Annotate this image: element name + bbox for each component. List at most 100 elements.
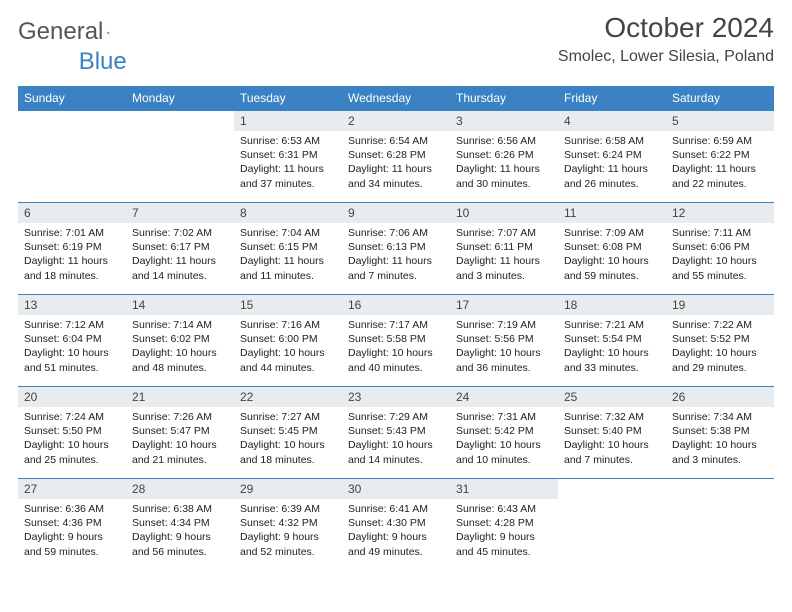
daylight-text: Daylight: 9 hours and 49 minutes. bbox=[348, 530, 444, 558]
sunrise-text: Sunrise: 7:02 AM bbox=[132, 226, 228, 240]
calendar-cell: 27Sunrise: 6:36 AMSunset: 4:36 PMDayligh… bbox=[18, 479, 126, 571]
daylight-text: Daylight: 10 hours and 3 minutes. bbox=[672, 438, 768, 466]
calendar-cell: 28Sunrise: 6:38 AMSunset: 4:34 PMDayligh… bbox=[126, 479, 234, 571]
sunrise-text: Sunrise: 7:11 AM bbox=[672, 226, 768, 240]
daylight-text: Daylight: 11 hours and 34 minutes. bbox=[348, 162, 444, 190]
daylight-text: Daylight: 9 hours and 52 minutes. bbox=[240, 530, 336, 558]
calendar-cell: 26Sunrise: 7:34 AMSunset: 5:38 PMDayligh… bbox=[666, 387, 774, 479]
day-number: 4 bbox=[558, 111, 666, 131]
brand-text-blue: Blue bbox=[79, 48, 127, 76]
sunrise-text: Sunrise: 6:53 AM bbox=[240, 134, 336, 148]
daylight-text: Daylight: 11 hours and 37 minutes. bbox=[240, 162, 336, 190]
daylight-text: Daylight: 11 hours and 3 minutes. bbox=[456, 254, 552, 282]
calendar-page: General October 2024 Smolec, Lower Siles… bbox=[0, 0, 792, 583]
day-number: 9 bbox=[342, 203, 450, 223]
sunrise-text: Sunrise: 7:31 AM bbox=[456, 410, 552, 424]
day-content: Sunrise: 7:16 AMSunset: 6:00 PMDaylight:… bbox=[234, 315, 342, 379]
day-content: Sunrise: 7:24 AMSunset: 5:50 PMDaylight:… bbox=[18, 407, 126, 471]
day-number: 6 bbox=[18, 203, 126, 223]
day-content: Sunrise: 6:58 AMSunset: 6:24 PMDaylight:… bbox=[558, 131, 666, 195]
sunrise-text: Sunrise: 7:29 AM bbox=[348, 410, 444, 424]
day-number: 13 bbox=[18, 295, 126, 315]
daylight-text: Daylight: 11 hours and 30 minutes. bbox=[456, 162, 552, 190]
sunrise-text: Sunrise: 7:04 AM bbox=[240, 226, 336, 240]
sunrise-text: Sunrise: 7:14 AM bbox=[132, 318, 228, 332]
calendar-table: Sunday Monday Tuesday Wednesday Thursday… bbox=[18, 86, 774, 571]
day-content: Sunrise: 7:22 AMSunset: 5:52 PMDaylight:… bbox=[666, 315, 774, 379]
day-content: Sunrise: 7:31 AMSunset: 5:42 PMDaylight:… bbox=[450, 407, 558, 471]
calendar-cell: 7Sunrise: 7:02 AMSunset: 6:17 PMDaylight… bbox=[126, 203, 234, 295]
daylight-text: Daylight: 10 hours and 36 minutes. bbox=[456, 346, 552, 374]
day-number: 15 bbox=[234, 295, 342, 315]
day-number: 12 bbox=[666, 203, 774, 223]
sunset-text: Sunset: 6:24 PM bbox=[564, 148, 660, 162]
day-number: 31 bbox=[450, 479, 558, 499]
day-number: 25 bbox=[558, 387, 666, 407]
sunset-text: Sunset: 6:00 PM bbox=[240, 332, 336, 346]
sunrise-text: Sunrise: 7:01 AM bbox=[24, 226, 120, 240]
day-number: 5 bbox=[666, 111, 774, 131]
sunrise-text: Sunrise: 7:24 AM bbox=[24, 410, 120, 424]
day-content: Sunrise: 6:38 AMSunset: 4:34 PMDaylight:… bbox=[126, 499, 234, 563]
calendar-cell: 19Sunrise: 7:22 AMSunset: 5:52 PMDayligh… bbox=[666, 295, 774, 387]
dayname-monday: Monday bbox=[126, 86, 234, 111]
sunrise-text: Sunrise: 6:43 AM bbox=[456, 502, 552, 516]
sunset-text: Sunset: 6:19 PM bbox=[24, 240, 120, 254]
calendar-cell: 16Sunrise: 7:17 AMSunset: 5:58 PMDayligh… bbox=[342, 295, 450, 387]
daylight-text: Daylight: 9 hours and 56 minutes. bbox=[132, 530, 228, 558]
daylight-text: Daylight: 10 hours and 29 minutes. bbox=[672, 346, 768, 374]
day-number: 11 bbox=[558, 203, 666, 223]
day-number: 27 bbox=[18, 479, 126, 499]
calendar-cell: 1Sunrise: 6:53 AMSunset: 6:31 PMDaylight… bbox=[234, 111, 342, 203]
sunrise-text: Sunrise: 6:41 AM bbox=[348, 502, 444, 516]
sunset-text: Sunset: 6:28 PM bbox=[348, 148, 444, 162]
day-content: Sunrise: 7:14 AMSunset: 6:02 PMDaylight:… bbox=[126, 315, 234, 379]
daylight-text: Daylight: 10 hours and 51 minutes. bbox=[24, 346, 120, 374]
day-content: Sunrise: 7:01 AMSunset: 6:19 PMDaylight:… bbox=[18, 223, 126, 287]
calendar-cell: 29Sunrise: 6:39 AMSunset: 4:32 PMDayligh… bbox=[234, 479, 342, 571]
sunrise-text: Sunrise: 7:07 AM bbox=[456, 226, 552, 240]
dayname-tuesday: Tuesday bbox=[234, 86, 342, 111]
calendar-cell bbox=[666, 479, 774, 571]
day-content: Sunrise: 6:54 AMSunset: 6:28 PMDaylight:… bbox=[342, 131, 450, 195]
calendar-cell: 24Sunrise: 7:31 AMSunset: 5:42 PMDayligh… bbox=[450, 387, 558, 479]
day-number: 20 bbox=[18, 387, 126, 407]
sunrise-text: Sunrise: 7:32 AM bbox=[564, 410, 660, 424]
calendar-week-row: 27Sunrise: 6:36 AMSunset: 4:36 PMDayligh… bbox=[18, 479, 774, 571]
sunset-text: Sunset: 5:50 PM bbox=[24, 424, 120, 438]
sunset-text: Sunset: 6:08 PM bbox=[564, 240, 660, 254]
sunset-text: Sunset: 6:22 PM bbox=[672, 148, 768, 162]
calendar-week-row: 1Sunrise: 6:53 AMSunset: 6:31 PMDaylight… bbox=[18, 111, 774, 203]
sunrise-text: Sunrise: 6:39 AM bbox=[240, 502, 336, 516]
daylight-text: Daylight: 10 hours and 21 minutes. bbox=[132, 438, 228, 466]
daylight-text: Daylight: 10 hours and 40 minutes. bbox=[348, 346, 444, 374]
calendar-cell bbox=[126, 111, 234, 203]
calendar-week-row: 20Sunrise: 7:24 AMSunset: 5:50 PMDayligh… bbox=[18, 387, 774, 479]
day-content: Sunrise: 6:53 AMSunset: 6:31 PMDaylight:… bbox=[234, 131, 342, 195]
day-number: 18 bbox=[558, 295, 666, 315]
day-content: Sunrise: 7:34 AMSunset: 5:38 PMDaylight:… bbox=[666, 407, 774, 471]
daylight-text: Daylight: 10 hours and 14 minutes. bbox=[348, 438, 444, 466]
sunrise-text: Sunrise: 6:59 AM bbox=[672, 134, 768, 148]
calendar-cell: 6Sunrise: 7:01 AMSunset: 6:19 PMDaylight… bbox=[18, 203, 126, 295]
day-number: 10 bbox=[450, 203, 558, 223]
day-number: 24 bbox=[450, 387, 558, 407]
calendar-body: 1Sunrise: 6:53 AMSunset: 6:31 PMDaylight… bbox=[18, 111, 774, 571]
day-number: 14 bbox=[126, 295, 234, 315]
day-content: Sunrise: 7:06 AMSunset: 6:13 PMDaylight:… bbox=[342, 223, 450, 287]
day-number: 17 bbox=[450, 295, 558, 315]
sunrise-text: Sunrise: 7:34 AM bbox=[672, 410, 768, 424]
dayname-wednesday: Wednesday bbox=[342, 86, 450, 111]
sunset-text: Sunset: 5:58 PM bbox=[348, 332, 444, 346]
sunrise-text: Sunrise: 7:21 AM bbox=[564, 318, 660, 332]
dayname-thursday: Thursday bbox=[450, 86, 558, 111]
day-content: Sunrise: 6:56 AMSunset: 6:26 PMDaylight:… bbox=[450, 131, 558, 195]
sunrise-text: Sunrise: 7:19 AM bbox=[456, 318, 552, 332]
calendar-cell bbox=[558, 479, 666, 571]
calendar-cell bbox=[18, 111, 126, 203]
calendar-cell: 15Sunrise: 7:16 AMSunset: 6:00 PMDayligh… bbox=[234, 295, 342, 387]
day-number: 2 bbox=[342, 111, 450, 131]
sunset-text: Sunset: 5:54 PM bbox=[564, 332, 660, 346]
daylight-text: Daylight: 10 hours and 48 minutes. bbox=[132, 346, 228, 374]
calendar-cell: 5Sunrise: 6:59 AMSunset: 6:22 PMDaylight… bbox=[666, 111, 774, 203]
